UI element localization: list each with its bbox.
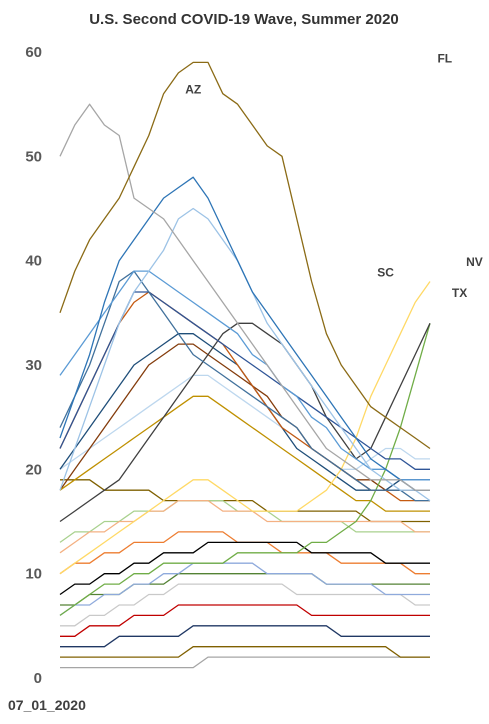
series-line xyxy=(60,646,430,658)
series-line xyxy=(60,573,430,606)
annotation-fl: FL xyxy=(437,51,452,65)
series-line xyxy=(59,562,430,616)
x-tick-label: 07_01_2020 xyxy=(8,697,86,713)
plot-lines xyxy=(59,61,431,669)
y-tick-label: 50 xyxy=(25,148,42,165)
annotation-az: AZ xyxy=(185,83,201,97)
series-line-nv xyxy=(59,270,430,481)
series-line xyxy=(59,499,430,554)
series-line xyxy=(59,323,431,616)
series-line xyxy=(59,541,430,596)
y-tick-label: 10 xyxy=(25,566,42,583)
series-line-fl xyxy=(59,61,431,450)
y-axis-ticks: 0 10 20 30 40 50 60 xyxy=(25,44,42,687)
series-line xyxy=(60,625,430,648)
annotation-nv: NV xyxy=(466,255,483,269)
y-tick-label: 20 xyxy=(25,461,42,478)
y-tick-label: 0 xyxy=(34,670,42,687)
state-annotations: FLAZLAMSNVSCALTX xyxy=(185,51,483,300)
series-line-la xyxy=(59,176,430,491)
series-line xyxy=(60,583,430,627)
y-tick-label: 40 xyxy=(25,253,42,270)
series-line xyxy=(59,281,431,575)
y-tick-label: 60 xyxy=(25,44,42,61)
series-line xyxy=(59,322,431,523)
series-line xyxy=(60,656,430,669)
chart-title: U.S. Second COVID-19 Wave, Summer 2020 xyxy=(89,11,399,28)
series-line-sc xyxy=(59,270,430,502)
annotation-tx: TX xyxy=(452,286,467,300)
y-tick-label: 30 xyxy=(25,357,42,374)
series-line-az xyxy=(59,103,430,491)
series-line xyxy=(59,343,430,491)
series-line xyxy=(60,604,430,637)
series-line xyxy=(60,479,430,523)
series-line xyxy=(59,395,430,512)
annotation-sc: SC xyxy=(377,265,394,279)
series-line xyxy=(59,374,430,470)
